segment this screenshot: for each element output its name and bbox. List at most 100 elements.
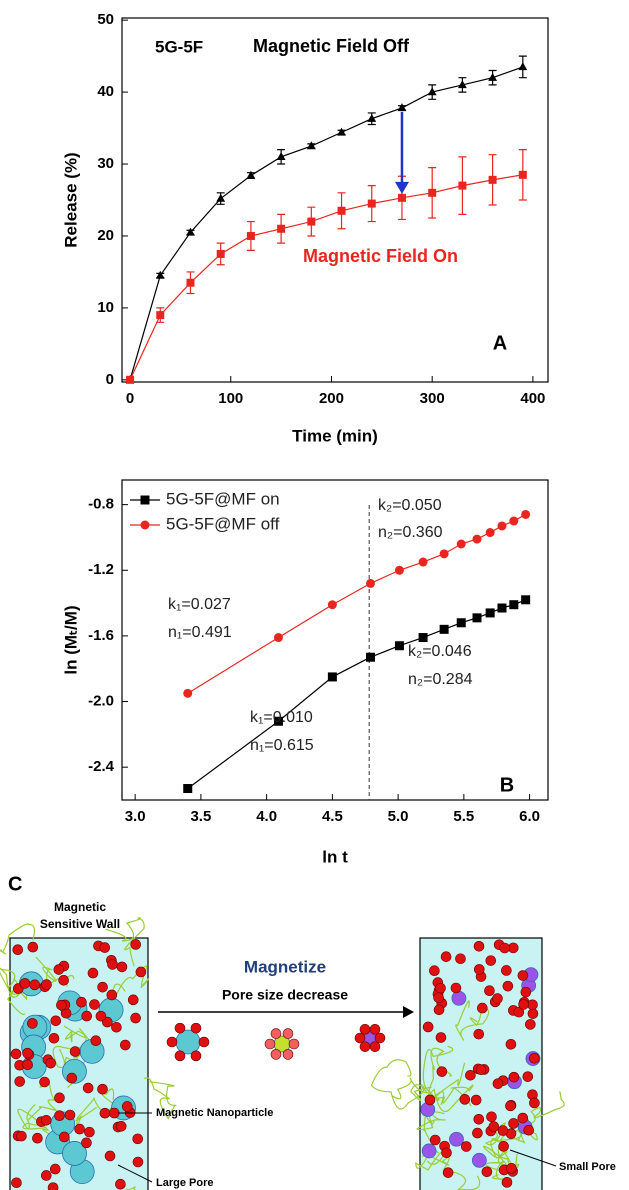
nanoparticle [492, 1078, 504, 1089]
data-point [183, 688, 193, 698]
nanoparticle [529, 1097, 540, 1109]
data-point [472, 534, 482, 544]
panel-label: C [8, 873, 22, 895]
nanoparticle [47, 1182, 59, 1190]
data-point [509, 516, 519, 526]
data-point [518, 170, 527, 179]
data-point [246, 170, 256, 179]
data-point [497, 603, 507, 613]
nanoparticle [97, 981, 108, 993]
nanoparticle [436, 1066, 448, 1077]
y-tick-label: 20 [97, 227, 114, 244]
nanoparticle [488, 1121, 500, 1132]
nanoparticle [97, 1083, 108, 1095]
nanoparticle [115, 1121, 127, 1132]
data-point [458, 181, 467, 190]
data-point [367, 113, 377, 122]
data-point [509, 600, 519, 610]
data-point [439, 624, 449, 634]
annotation: k₂=0.046 [408, 643, 472, 660]
data-point [186, 227, 195, 236]
nanoparticle [527, 1008, 539, 1019]
polymer-chain [75, 1088, 115, 1126]
nanoparticle [76, 996, 87, 1008]
annotation: n₁=0.615 [250, 737, 314, 754]
x-tick-label: 100 [218, 390, 243, 407]
data-point [521, 595, 531, 605]
data-point [427, 87, 437, 96]
nanoparticle [455, 953, 466, 965]
nanoparticle [89, 999, 100, 1010]
large-pore-label: Large Pore [156, 1177, 213, 1189]
shift-arrow-head [394, 181, 409, 194]
nanoparticle [99, 1107, 111, 1119]
nanoparticle-icon [174, 1022, 186, 1034]
y-tick-label: -1.2 [88, 561, 114, 578]
nanoparticle-icon [166, 1036, 178, 1048]
data-point [276, 152, 286, 161]
annotation: A [493, 332, 507, 354]
nanoparticle [53, 964, 65, 975]
data-point [327, 600, 337, 610]
polymer-chain [482, 1130, 522, 1172]
nanoparticle [40, 1114, 52, 1126]
nanoparticle [82, 1082, 94, 1094]
legend-label: 5G-5F@MF on [166, 489, 280, 508]
data-point [456, 539, 466, 549]
series-line [129, 66, 524, 381]
nanoparticle-icon [282, 1028, 294, 1039]
y-axis-label: Release (%) [61, 152, 80, 247]
nanoparticle [99, 942, 111, 953]
nanoparticle [127, 994, 139, 1006]
nanoparticle [41, 1170, 52, 1181]
polymer-chain [0, 923, 36, 955]
data-point [485, 608, 495, 618]
nanoparticle [10, 1048, 22, 1060]
data-point [521, 509, 531, 519]
nanoparticle [459, 1094, 471, 1105]
nanoparticle-icon [270, 1049, 282, 1060]
data-point [186, 278, 195, 287]
nanoparticle [41, 979, 52, 990]
annotation: 5G-5F [155, 37, 203, 56]
nanoparticle [66, 1072, 78, 1084]
polymer-chain [370, 1059, 425, 1110]
pore [421, 1143, 437, 1159]
data-point [457, 80, 467, 89]
nanoparticle [460, 1141, 472, 1152]
pointer [509, 1149, 557, 1167]
pore-icon [175, 1029, 201, 1055]
small-pore-label: Small Pore [559, 1161, 616, 1173]
nanoparticle [69, 1046, 81, 1057]
process-arrow-head [403, 1006, 414, 1018]
nanoparticle [529, 1052, 540, 1064]
y-tick-label: -1.6 [88, 627, 114, 644]
nanoparticle [130, 1012, 141, 1024]
x-tick-label: 300 [420, 390, 445, 407]
nanoparticle [517, 970, 529, 981]
nanoparticle [450, 982, 462, 994]
nanoparticle [470, 1094, 482, 1106]
nanoparticle [49, 1163, 61, 1175]
nanoparticle-icon [264, 1038, 276, 1050]
data-point [155, 270, 165, 279]
nanoparticle [95, 1010, 107, 1022]
data-point [488, 72, 498, 81]
data-point [394, 565, 404, 575]
annotation: k₂=0.050 [378, 497, 442, 514]
nanoparticle [485, 955, 497, 966]
nanoparticle-icon [369, 1024, 381, 1035]
legend-label: 5G-5F@MF off [166, 514, 280, 533]
nanoparticle [104, 1150, 116, 1162]
nanoparticle [473, 940, 485, 952]
nanoparticle [435, 982, 446, 994]
action-label: Magnetize [244, 957, 326, 976]
data-point [397, 103, 407, 112]
nanoparticle-icon [369, 1041, 381, 1052]
x-tick-label: 3.0 [125, 808, 146, 825]
y-tick-label: 40 [97, 83, 114, 100]
data-point [337, 206, 346, 215]
annotation: k₁=0.010 [250, 709, 313, 726]
series-line [187, 599, 526, 789]
nanoparticle [518, 999, 529, 1010]
